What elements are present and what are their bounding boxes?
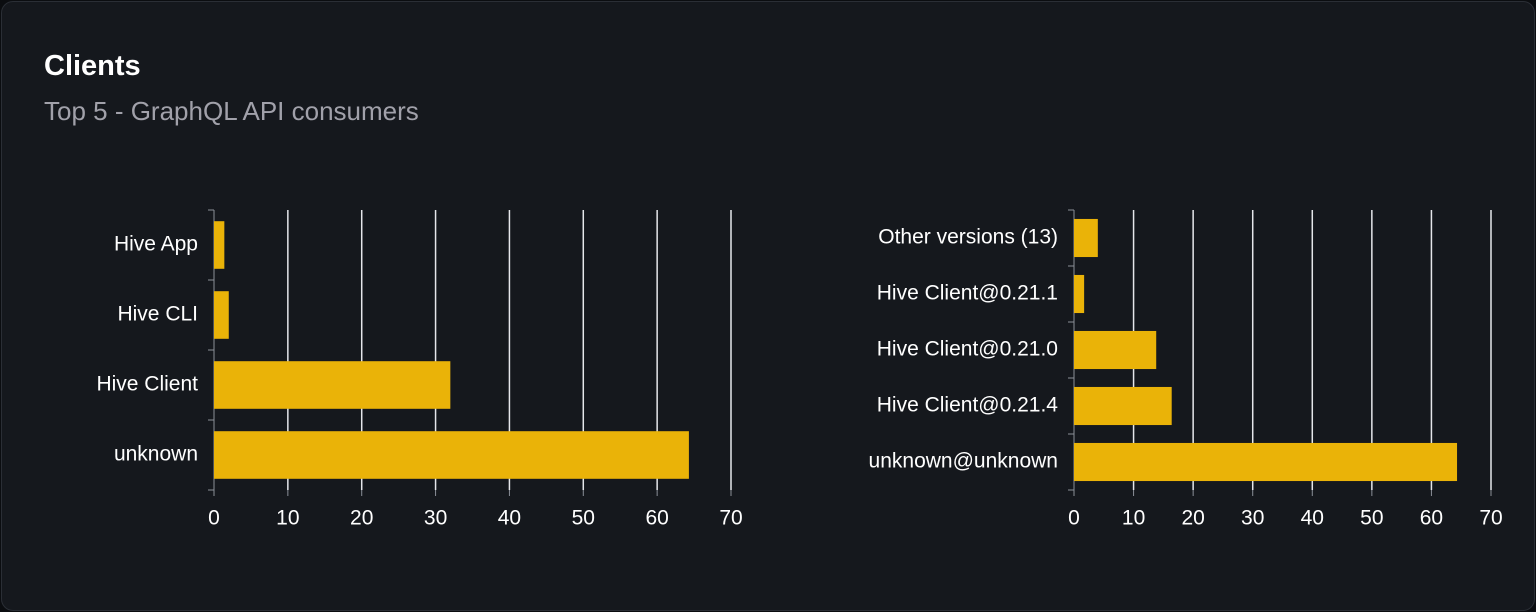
y-tick-label: unknown bbox=[114, 443, 198, 466]
x-tick-label: 40 bbox=[498, 507, 521, 530]
bar bbox=[214, 291, 229, 339]
bar bbox=[1074, 218, 1098, 258]
y-tick-label: unknown@unknown bbox=[869, 450, 1058, 473]
bar bbox=[1074, 274, 1085, 314]
y-tick-label: Hive Client@0.21.1 bbox=[877, 282, 1058, 305]
card-subtitle: Top 5 - GraphQL API consumers bbox=[44, 96, 419, 126]
bar bbox=[1074, 330, 1157, 370]
x-tick-label: 50 bbox=[572, 507, 595, 530]
y-tick-label: Hive Client@0.21.4 bbox=[877, 394, 1059, 417]
x-tick-label: 0 bbox=[208, 507, 220, 530]
bar bbox=[214, 431, 689, 479]
bar bbox=[214, 361, 451, 409]
y-tick-label: Other versions (13) bbox=[878, 226, 1058, 249]
x-tick-label: 10 bbox=[276, 507, 299, 530]
y-tick-label: Hive CLI bbox=[117, 303, 198, 326]
x-tick-label: 40 bbox=[1301, 507, 1324, 530]
x-tick-label: 30 bbox=[1241, 507, 1264, 530]
y-tick-label: Hive App bbox=[114, 233, 198, 256]
card-title: Clients bbox=[44, 50, 141, 82]
x-tick-label: 20 bbox=[350, 507, 373, 530]
x-tick-label: 70 bbox=[1479, 507, 1502, 530]
bar bbox=[1074, 386, 1172, 426]
x-tick-label: 10 bbox=[1122, 507, 1145, 530]
x-tick-label: 0 bbox=[1068, 507, 1080, 530]
x-tick-label: 60 bbox=[1420, 507, 1443, 530]
x-tick-label: 20 bbox=[1181, 507, 1204, 530]
y-tick-label: Hive Client bbox=[96, 373, 198, 396]
x-tick-label: 70 bbox=[719, 507, 742, 530]
y-tick-label: Hive Client@0.21.0 bbox=[877, 338, 1058, 361]
x-tick-label: 30 bbox=[424, 507, 447, 530]
bar bbox=[214, 221, 225, 269]
x-tick-label: 60 bbox=[645, 507, 668, 530]
x-tick-label: 50 bbox=[1360, 507, 1383, 530]
bar bbox=[1074, 442, 1458, 482]
